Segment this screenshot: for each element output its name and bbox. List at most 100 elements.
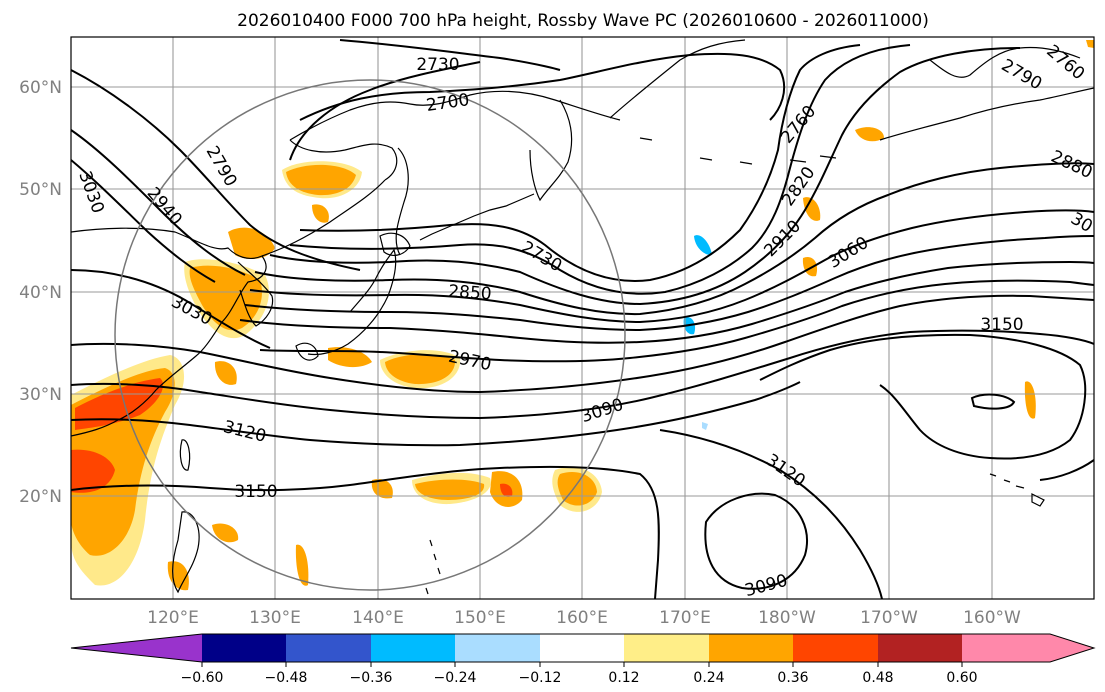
colorbar-label: −0.48: [265, 670, 308, 686]
colorbar-swatch: [71, 634, 202, 662]
coast-islands-tropics: [425, 539, 441, 595]
colorbar-label: −0.36: [350, 670, 393, 686]
contour-2730b: [299, 44, 861, 282]
contour-label: 2730: [416, 55, 459, 75]
shade-northwest-corner: [1086, 40, 1094, 48]
contour-2760b: [289, 44, 911, 295]
shade-okhotsk-orange: [286, 164, 356, 196]
colorbar-label: 0.36: [777, 670, 808, 686]
coast-okhotsk-west: [289, 139, 398, 181]
contour-2970: [259, 279, 1094, 363]
colorbar-ticks: [201, 662, 963, 667]
contour-3120b: [659, 429, 883, 599]
lat-label: 50°N: [19, 180, 62, 200]
lat-label: 40°N: [19, 283, 62, 303]
contour-2850: [249, 209, 1094, 324]
contour-2760a: [339, 39, 561, 71]
lat-label: 20°N: [19, 487, 62, 507]
shade-red-core-1: [75, 378, 164, 430]
contour-2730a: [289, 61, 481, 161]
contour-3060: [71, 294, 1094, 394]
contour-3150a: [71, 465, 660, 599]
shade-tropics-3: [415, 479, 485, 500]
shade-japan-east-orange: [385, 354, 456, 385]
shade-ryukyu: [214, 361, 237, 385]
colorbar-swatch: [962, 634, 1094, 662]
contour-3090b: [704, 492, 808, 590]
shade-red-core-2: [71, 449, 115, 493]
coast-kurils: [419, 193, 535, 241]
colorbar-swatch: [709, 634, 793, 662]
coast-alaska-west: [929, 46, 1081, 78]
shade-japan-south: [328, 347, 372, 368]
colorbar-label: 0.60: [946, 670, 977, 686]
lon-label: 120°E: [147, 608, 199, 628]
coast-hokkaido: [379, 232, 411, 256]
coast-kamchatka: [529, 99, 573, 202]
coast-siberia-north: [289, 90, 621, 141]
shade-blue-3: [702, 422, 708, 430]
contour-label: 3150: [234, 482, 277, 502]
map-title: 2026010400 F000 700 hPa height, Rossby W…: [237, 11, 929, 31]
contour-3150c: [970, 393, 1016, 410]
coast-korea: [237, 261, 274, 327]
coast-alaska-south: [879, 87, 1094, 141]
contour-2880: [244, 235, 1094, 332]
contour-2820: [254, 162, 1094, 316]
map-frame: [70, 36, 1095, 600]
colorbar-label: 0.12: [608, 670, 639, 686]
colorbar-swatch: [371, 634, 455, 662]
contour-2790a: [269, 47, 1021, 306]
shade-tropics-1: [371, 478, 393, 499]
colorbar-label: 0.48: [862, 670, 893, 686]
colorbar-swatch: [793, 634, 878, 662]
colorbar-label: −0.60: [181, 670, 224, 686]
contour-3090a: [71, 329, 1094, 420]
lon-label: 160°W: [963, 608, 1021, 628]
shade-tropics-4-red: [500, 483, 513, 497]
colorbar-swatch: [540, 634, 624, 662]
lon-label: 170°E: [659, 608, 711, 628]
contour-2940: [71, 69, 361, 271]
latitude-labels: 60°N 50°N 40°N 30°N 20°N: [19, 78, 62, 507]
shade-bering: [855, 127, 884, 142]
contour-3120c: [1039, 459, 1094, 481]
shade-east-china: [189, 265, 262, 331]
colorbar-swatch: [624, 634, 709, 662]
height-contours: [71, 39, 1094, 599]
coast-sakhalin: [395, 147, 409, 256]
lon-label: 160°E: [556, 608, 608, 628]
shade-aleutian-1: [803, 197, 821, 221]
projection-circle: [114, 79, 626, 591]
contour-3150b: [759, 333, 1087, 460]
lon-label: 170°W: [860, 608, 918, 628]
colorbar: −0.60 −0.48 −0.36 −0.24 −0.12 0.12 0.24 …: [70, 633, 1096, 686]
contour-3030b: [71, 269, 271, 349]
colorbar-swatch: [878, 634, 962, 662]
lat-label: 30°N: [19, 385, 62, 405]
lon-label: 180°W: [758, 608, 816, 628]
lat-label: 60°N: [19, 78, 62, 98]
longitude-labels: 120°E 130°E 140°E 150°E 160°E 170°E 180°…: [147, 608, 1021, 628]
coast-taiwan: [179, 439, 191, 471]
colorbar-swatch: [202, 634, 286, 662]
coast-hawaii: [989, 473, 1045, 507]
coast-chukotka: [609, 39, 746, 119]
shade-blue-1: [694, 235, 712, 256]
lon-label: 140°E: [352, 608, 404, 628]
coast-manchuria: [261, 179, 386, 257]
coast-kyushu: [295, 342, 319, 361]
colorbar-label: −0.12: [519, 670, 562, 686]
shade-tropics-7: [295, 544, 309, 586]
contour-3120a: [71, 381, 801, 447]
contour-label: 3150: [980, 315, 1023, 335]
shade-aleutian-2: [802, 256, 818, 277]
lon-label: 150°E: [454, 608, 506, 628]
shade-sakhalin: [312, 204, 329, 223]
lon-label: 130°E: [249, 608, 301, 628]
contour-2700: [299, 52, 786, 121]
shade-tropics-6: [212, 523, 239, 543]
contour-3030a: [71, 159, 216, 283]
colorbar-labels: −0.60 −0.48 −0.36 −0.24 −0.12 0.12 0.24 …: [181, 670, 978, 686]
